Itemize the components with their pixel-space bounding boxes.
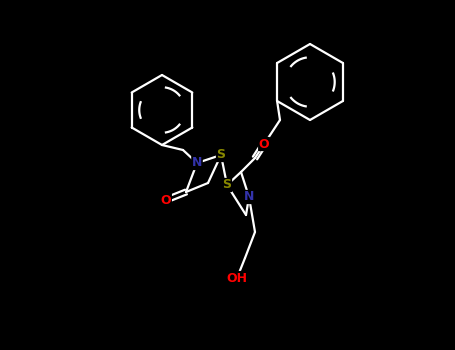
Text: N: N: [192, 156, 202, 169]
Text: S: S: [217, 148, 226, 161]
Text: OH: OH: [227, 272, 248, 285]
Text: O: O: [161, 194, 172, 206]
Text: S: S: [222, 178, 232, 191]
Text: N: N: [244, 190, 254, 203]
Text: O: O: [259, 138, 269, 150]
